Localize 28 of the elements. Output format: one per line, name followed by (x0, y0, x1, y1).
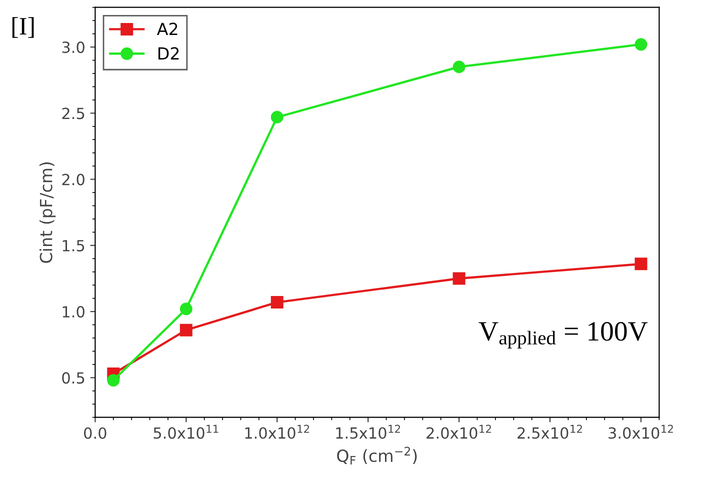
x-axis-title: Q$_{F}$ (cm$^{−2}$) (337, 446, 417, 465)
x-tick-label: 2.5x10$^{12}$ (518, 424, 582, 439)
x-tick-label: 3.0x10$^{12}$ (608, 424, 673, 439)
y-tick-label: 2.5 (62, 108, 84, 120)
y-tick-label: 1.5 (62, 240, 84, 252)
y-axis-title: Cint (pF/cm) (39, 162, 56, 263)
annotation: V$_{applied}$ = 100V (478, 322, 648, 348)
y-tick-label: 2.0 (62, 174, 84, 186)
point (452, 272, 466, 285)
text: [I] (12, 17, 34, 38)
point (634, 38, 648, 51)
x-tick-label: 1.0x10$^{12}$ (245, 424, 310, 439)
legend-label: D2 (158, 47, 179, 60)
x-tick-label: 0.0 (84, 427, 106, 439)
point (180, 324, 192, 336)
y-tick-label: 0.5 (62, 372, 84, 384)
legend-label: A2 (156, 22, 178, 36)
y-tick-label: 1.0 (62, 306, 84, 318)
point (270, 296, 284, 309)
y-tick-label: 3.0 (62, 42, 84, 54)
x-tick-label: 2.0x10$^{12}$ (426, 424, 491, 439)
point (634, 258, 648, 270)
point (107, 374, 120, 387)
point (180, 302, 192, 316)
point (452, 60, 466, 74)
point (270, 110, 284, 124)
x-tick-label: 5.0x10$^{11}$ (154, 424, 218, 439)
x-tick-label: 1.5x10$^{12}$ (336, 424, 400, 439)
